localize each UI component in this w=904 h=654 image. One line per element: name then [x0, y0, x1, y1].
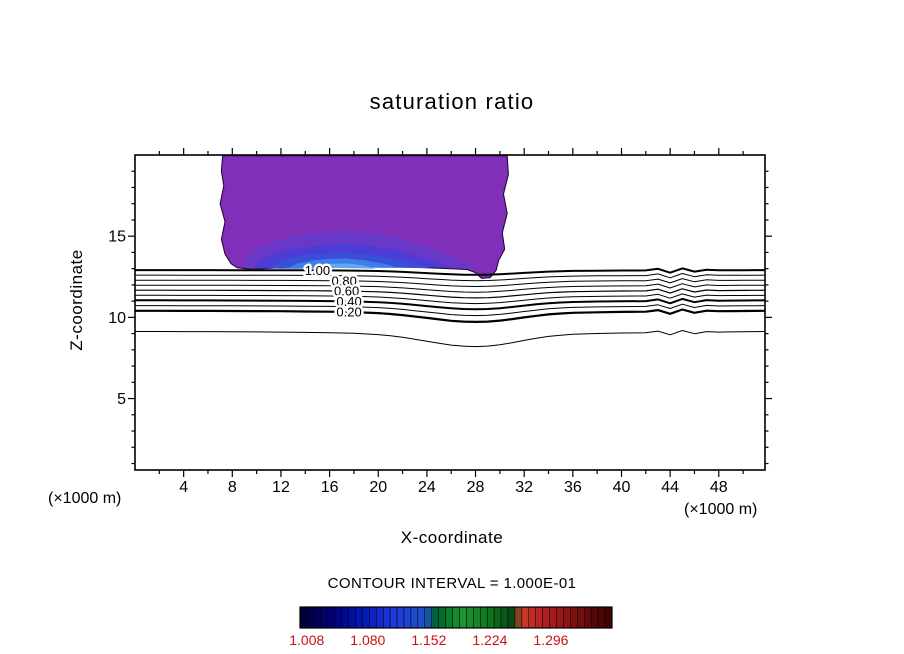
colorbar-strip [410, 606, 419, 629]
colorbar-strip [486, 606, 495, 629]
colorbar-strip [355, 606, 363, 629]
colorbar-strip [549, 606, 557, 629]
colorbar-strip [306, 606, 315, 629]
y-tick-label: 15 [108, 229, 126, 246]
colorbar-tick-label: 1.008 [289, 632, 324, 648]
colorbar-strip [348, 606, 356, 629]
x-tick-label: 12 [272, 479, 290, 496]
contour-lines [135, 267, 765, 348]
colorbar-strip [500, 606, 509, 629]
x-tick-label: 20 [369, 479, 387, 496]
colorbar-strip [313, 606, 322, 629]
colorbar-strip [445, 606, 453, 629]
colorbar-strip [459, 606, 467, 629]
colorbar-strip [493, 606, 502, 629]
colorbar-strip [584, 606, 592, 629]
colorbar-strip [563, 606, 571, 629]
colorbar-strip [521, 606, 530, 629]
contour-line-0.10 [135, 330, 765, 348]
colorbar-strip [452, 606, 460, 629]
colorbar-strip [542, 606, 550, 629]
contour-line-0.30 [135, 303, 765, 317]
colorbar-strip [299, 606, 308, 629]
colorbar-strip [403, 606, 412, 629]
colorbar-strip [341, 606, 349, 629]
colorbar-strip [577, 606, 585, 629]
colorbar-strip [590, 606, 599, 629]
colorbar-strip [362, 606, 370, 629]
x-tick-label: 44 [661, 479, 679, 496]
colorbar-strip [480, 606, 488, 629]
colorbar-strip [597, 606, 606, 629]
contour-label-1.00: 1.00 [305, 263, 330, 278]
colorbar-strip [334, 606, 342, 629]
x-tick-label: 36 [564, 479, 582, 496]
colorbar-tick-label: 1.080 [350, 632, 385, 648]
x-tick-label: 32 [515, 479, 533, 496]
contour-label-0.20: 0.20 [336, 305, 361, 320]
colorbar-strip [431, 606, 439, 629]
contour-label-0.80: 0.80 [332, 273, 357, 288]
contour-line-0.50 [135, 293, 765, 305]
x-tick-label: 4 [179, 479, 188, 496]
x-tick-label: 8 [228, 479, 237, 496]
contour-label-0.40: 0.40 [336, 294, 361, 309]
filled-region-band-light-blue [307, 263, 376, 269]
x-tick-label: 28 [467, 479, 485, 496]
colorbar-strip [466, 606, 474, 629]
axes [128, 148, 772, 477]
colorbar-tick-label: 1.152 [411, 632, 446, 648]
contour-interval-label: CONTOUR INTERVAL = 1.000E-01 [327, 575, 577, 592]
contour-line-0.20 [135, 308, 765, 323]
x-tick-label: 16 [321, 479, 339, 496]
x-axis-title: X-coordinate [400, 528, 504, 547]
x-axis-unit-right: (×1000 m) [684, 501, 758, 518]
colorbar-strip [528, 606, 536, 629]
colorbar-strip [570, 606, 578, 629]
y-tick-label: 5 [117, 391, 126, 408]
contour-label-0.60: 0.60 [334, 284, 359, 299]
colorbar-strip [376, 606, 384, 629]
contour-line-0.90 [135, 273, 765, 282]
colorbar-strip [604, 606, 613, 629]
contour-labels: 1.000.800.600.400.20 [302, 260, 364, 322]
contour-line-0.40 [135, 297, 765, 311]
colorbar-strip [320, 606, 328, 629]
colorbar: 1.008 1.080 1.152 1.224 1.296 [289, 606, 613, 648]
colorbar-strip [514, 606, 523, 629]
contour-line-0.80 [135, 278, 765, 287]
x-axis-unit-left: (×1000 m) [48, 490, 122, 507]
x-tick-label: 24 [418, 479, 436, 496]
colorbar-strip [396, 606, 405, 629]
colorbar-strip [424, 606, 432, 629]
filled-contours [219, 155, 509, 279]
colorbar-strip [473, 606, 481, 629]
contour-line-0.60 [135, 288, 765, 299]
colorbar-strip [417, 606, 426, 629]
colorbar-strip [535, 606, 543, 629]
x-tick-label: 48 [710, 479, 728, 496]
contour-line-0.70 [135, 283, 765, 293]
colorbar-strip [438, 606, 446, 629]
chart-title: saturation ratio [369, 89, 535, 114]
colorbar-strip [389, 606, 398, 629]
colorbar-tick-label: 1.224 [472, 632, 507, 648]
colorbar-strip [507, 606, 516, 629]
y-tick-label: 10 [108, 310, 126, 327]
colorbar-tick-label: 1.296 [533, 632, 568, 648]
colorbar-strip [382, 606, 391, 629]
plot-border [134, 154, 766, 471]
colorbar-strip [327, 606, 335, 629]
contour-line-1.00 [135, 267, 765, 276]
colorbar-strip [369, 606, 377, 629]
x-tick-label: 40 [613, 479, 631, 496]
colorbar-strip [556, 606, 564, 629]
colorbar-border [299, 606, 613, 629]
